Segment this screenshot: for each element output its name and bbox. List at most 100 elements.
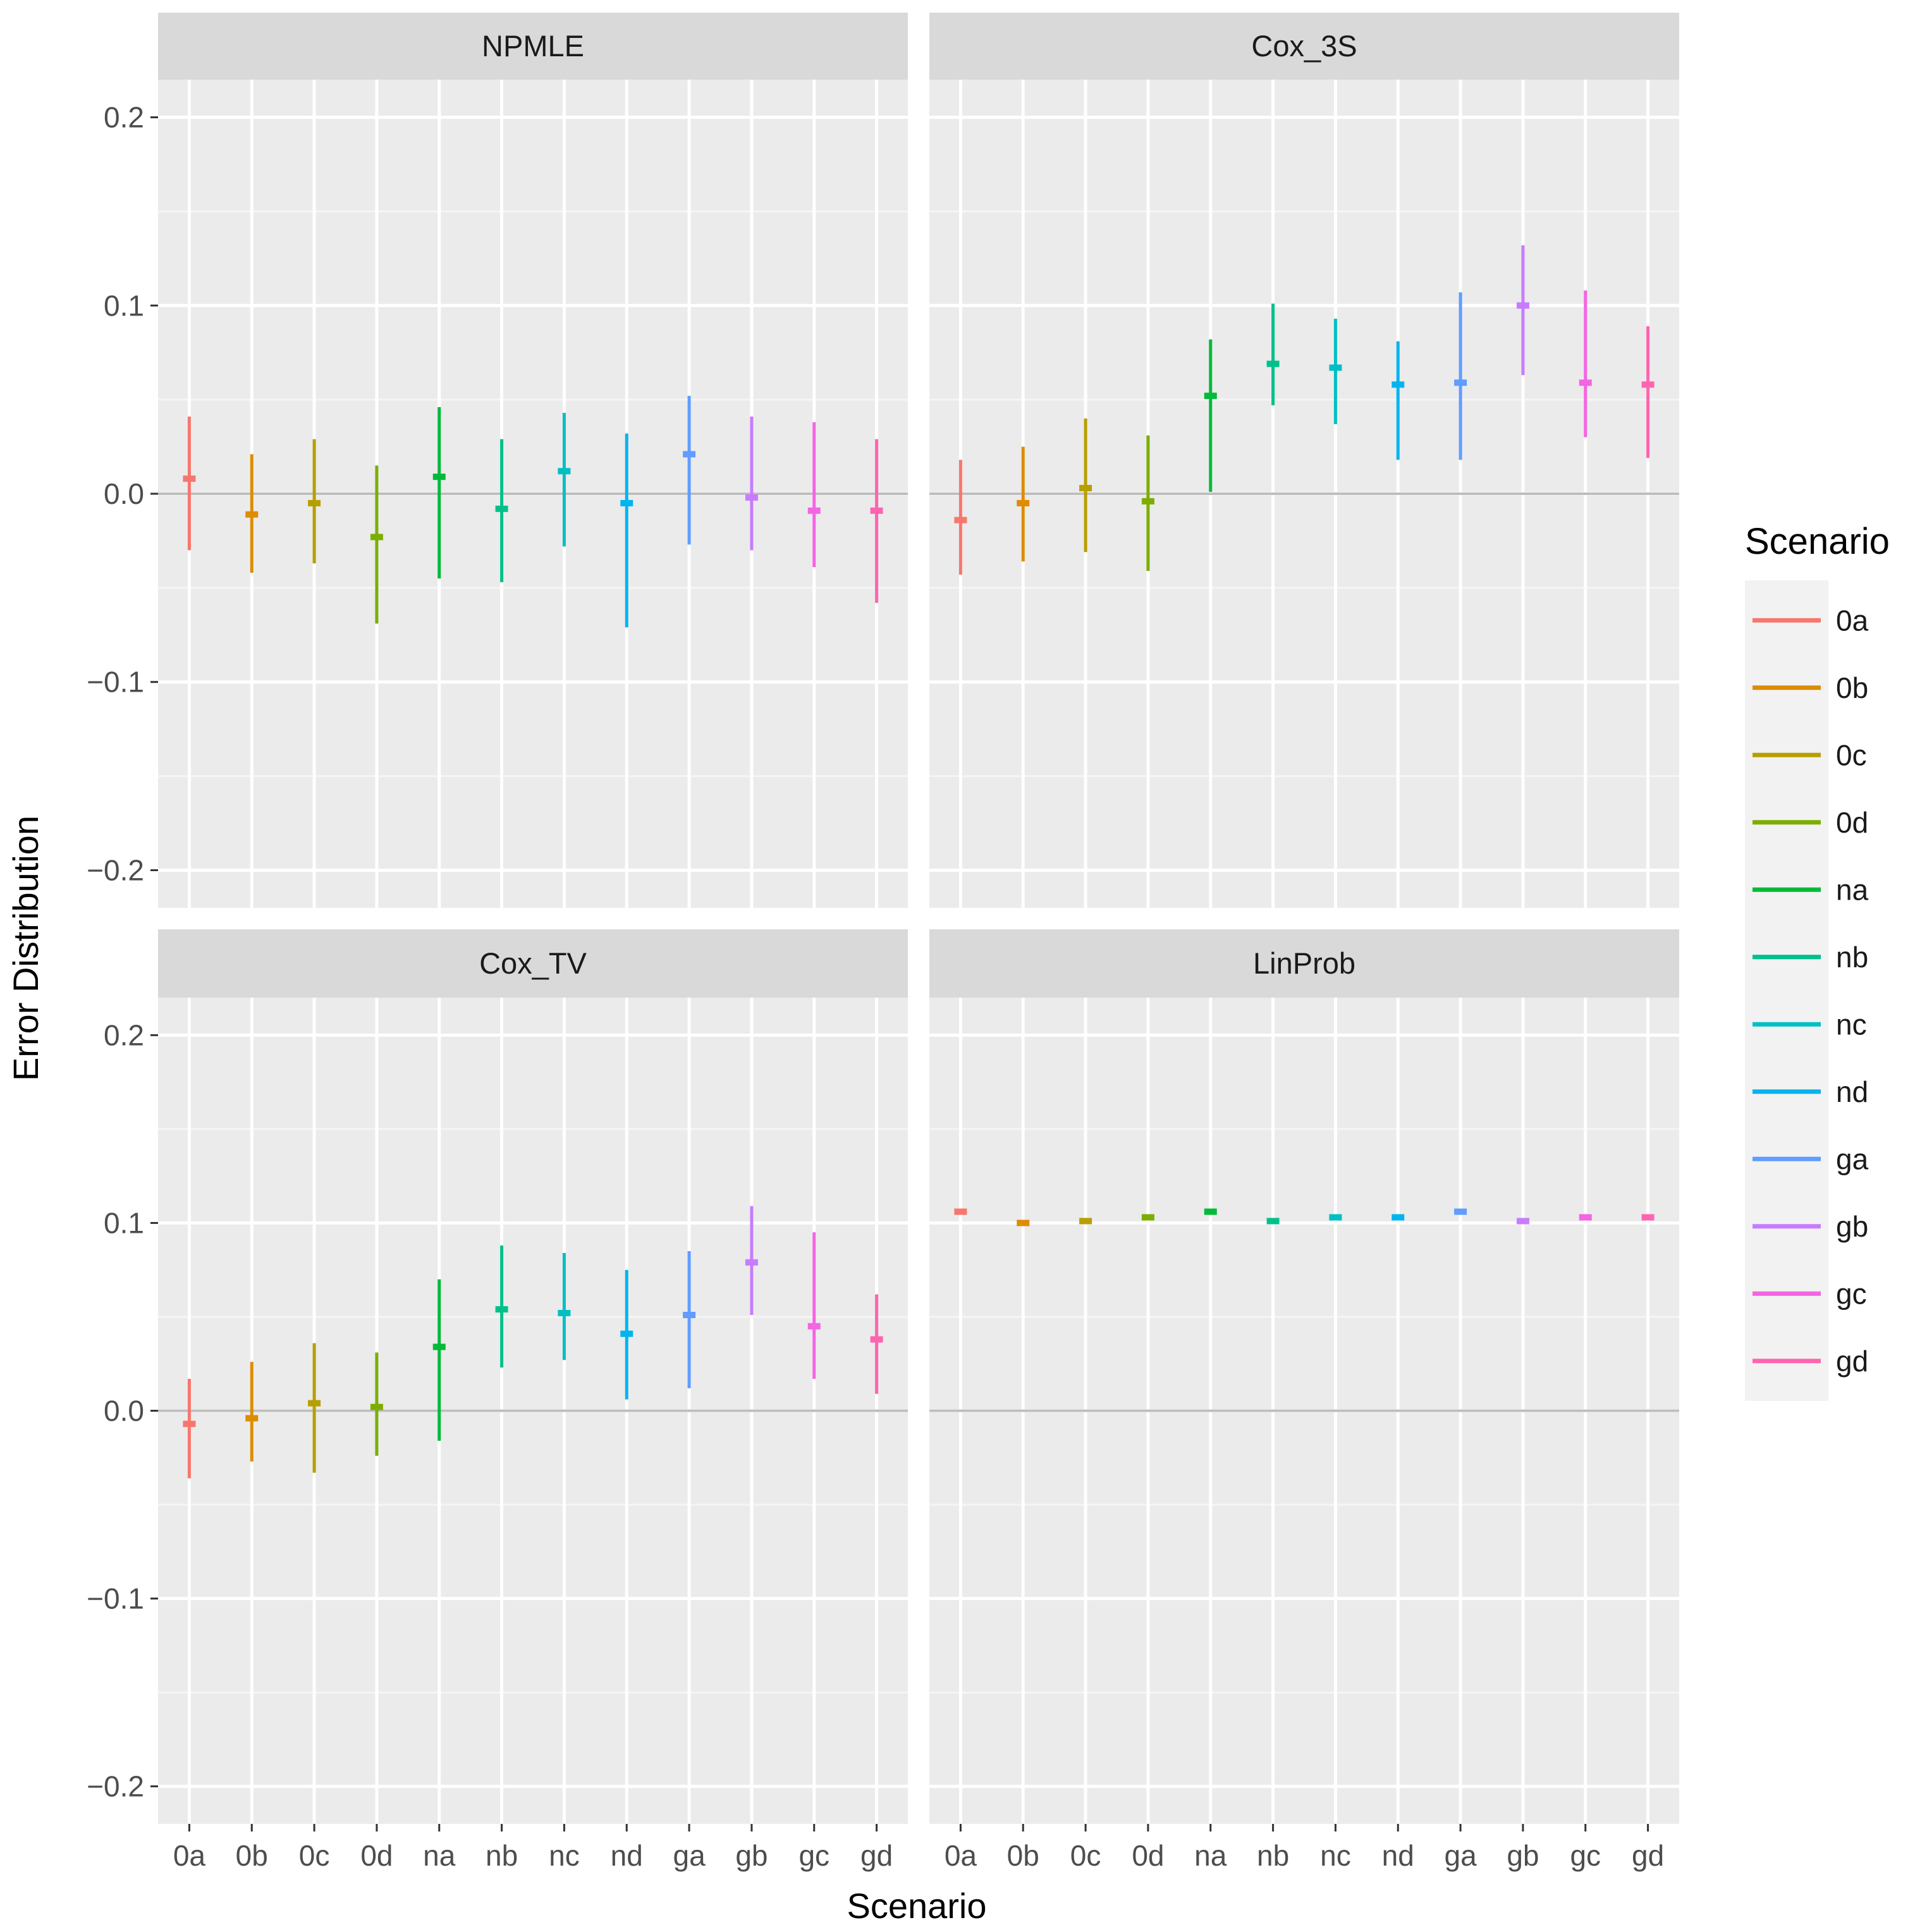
legend-label-gc: gc bbox=[1836, 1277, 1867, 1310]
point-estimate-ga bbox=[683, 451, 696, 458]
point-estimate-gc bbox=[807, 507, 821, 514]
x-tick-label: na bbox=[1194, 1839, 1227, 1872]
x-tick-label: nc bbox=[1320, 1839, 1351, 1872]
x-tick-label: na bbox=[423, 1839, 456, 1872]
point-estimate-0b bbox=[245, 1415, 259, 1422]
point-estimate-0b bbox=[1017, 1220, 1030, 1226]
point-estimate-nb bbox=[495, 505, 508, 512]
facet-strip-label: Cox_3S bbox=[1251, 29, 1357, 63]
point-estimate-na bbox=[1204, 393, 1217, 400]
y-tick-label: −0.2 bbox=[87, 1770, 144, 1803]
y-tick-label: 0.2 bbox=[104, 1018, 144, 1051]
facet-strip bbox=[158, 929, 908, 998]
x-tick-label: gb bbox=[735, 1839, 768, 1872]
x-tick-label: nc bbox=[549, 1839, 580, 1872]
point-estimate-gd bbox=[1641, 381, 1655, 388]
point-estimate-nd bbox=[1392, 1214, 1405, 1221]
panel-linprob: LinProb 0a 0b 0c 0d na nb nc nd ga gb gc gd bbox=[929, 929, 1679, 1872]
x-tick-label: gd bbox=[860, 1839, 893, 1872]
point-estimate-gd bbox=[1641, 1214, 1655, 1221]
point-estimate-gb bbox=[745, 1259, 758, 1266]
point-estimate-nb bbox=[1266, 360, 1280, 367]
facet-strip bbox=[929, 13, 1679, 80]
legend-label-0a: 0a bbox=[1836, 604, 1869, 637]
y-tick-label: 0.0 bbox=[104, 477, 144, 510]
point-estimate-ga bbox=[683, 1312, 696, 1319]
x-axis-title: Scenario bbox=[847, 1886, 986, 1926]
point-estimate-0c bbox=[1079, 485, 1092, 492]
x-tick-label: nb bbox=[1257, 1839, 1289, 1872]
point-estimate-ga bbox=[1454, 1208, 1467, 1215]
x-tick-label: 0b bbox=[1007, 1839, 1039, 1872]
legend: Scenario 0a 0b 0c 0d na nb nc nd ga gb gc gd bbox=[1745, 521, 1890, 1401]
x-tick-label: ga bbox=[1444, 1839, 1477, 1872]
point-estimate-nc bbox=[1329, 364, 1342, 371]
point-estimate-0d bbox=[1141, 1214, 1154, 1221]
panel-cox-tv: Cox_TV−0.2−0.10.00.10.20a 0b 0c 0d na nb nc nd g… bbox=[87, 929, 908, 1872]
x-tick-label: nd bbox=[1382, 1839, 1414, 1872]
x-tick-label: gd bbox=[1632, 1839, 1664, 1872]
legend-label-nc: nc bbox=[1836, 1008, 1867, 1041]
legend-label-0d: 0d bbox=[1836, 806, 1868, 839]
facet-strip-label: LinProb bbox=[1253, 946, 1355, 980]
x-tick-label: gc bbox=[1570, 1839, 1601, 1872]
facet-strip-label: Cox_TV bbox=[479, 946, 587, 980]
legend-label-gd: gd bbox=[1836, 1345, 1868, 1378]
point-estimate-gb bbox=[1516, 302, 1529, 309]
x-tick-label: 0c bbox=[1070, 1839, 1101, 1872]
point-estimate-0a bbox=[183, 475, 196, 482]
legend-label-na: na bbox=[1836, 873, 1869, 906]
point-estimate-0b bbox=[1017, 499, 1030, 506]
point-estimate-na bbox=[432, 1343, 446, 1350]
facet-strip bbox=[929, 929, 1679, 998]
x-tick-label: gb bbox=[1507, 1839, 1539, 1872]
legend-label-0c: 0c bbox=[1836, 738, 1867, 771]
legend-label-0b: 0b bbox=[1836, 671, 1868, 704]
point-estimate-nc bbox=[558, 468, 571, 475]
panel-npmle: NPMLE −0.2 −0.1 0.0 0.1 0.2 bbox=[87, 13, 908, 908]
point-estimate-na bbox=[1204, 1208, 1217, 1215]
point-estimate-gc bbox=[1579, 1214, 1592, 1221]
point-estimate-gb bbox=[1516, 1218, 1529, 1225]
point-estimate-0d bbox=[370, 534, 383, 541]
x-tick-label: gc bbox=[798, 1839, 829, 1872]
point-estimate-0c bbox=[308, 1400, 321, 1407]
point-estimate-0a bbox=[954, 1208, 967, 1215]
point-estimate-nd bbox=[620, 1330, 633, 1337]
point-estimate-gd bbox=[870, 1336, 883, 1343]
legend-label-nd: nd bbox=[1836, 1075, 1868, 1108]
point-estimate-nb bbox=[1266, 1218, 1280, 1225]
point-estimate-0c bbox=[308, 499, 321, 506]
point-estimate-na bbox=[432, 474, 446, 480]
legend-label-ga: ga bbox=[1836, 1142, 1869, 1175]
y-tick-label: −0.1 bbox=[87, 666, 144, 699]
point-estimate-gc bbox=[1579, 379, 1592, 386]
facet-strip bbox=[158, 13, 908, 80]
point-estimate-0a bbox=[954, 517, 967, 523]
x-tick-label: 0d bbox=[360, 1839, 393, 1872]
panels-layer: NPMLE −0.2 −0.1 0.0 0.1 0.2 Cox_3S Cox_TV −0.2 −0… bbox=[87, 13, 1679, 1872]
x-tick-label: 0a bbox=[173, 1839, 206, 1872]
point-estimate-0d bbox=[370, 1403, 383, 1410]
point-estimate-nc bbox=[1329, 1214, 1342, 1221]
legend-label-gb: gb bbox=[1836, 1210, 1868, 1243]
point-estimate-gd bbox=[870, 507, 883, 514]
point-estimate-0c bbox=[1079, 1218, 1092, 1225]
y-tick-label: 0.1 bbox=[104, 289, 144, 322]
y-tick-label: 0.2 bbox=[104, 101, 144, 134]
point-estimate-nb bbox=[495, 1306, 508, 1313]
point-estimate-0a bbox=[183, 1421, 196, 1428]
legend-label-nb: nb bbox=[1836, 941, 1868, 974]
point-estimate-nd bbox=[1392, 381, 1405, 388]
point-estimate-ga bbox=[1454, 379, 1467, 386]
point-estimate-nc bbox=[558, 1310, 571, 1317]
legend-title: Scenario bbox=[1745, 521, 1890, 562]
x-tick-label: 0b bbox=[236, 1839, 268, 1872]
point-estimate-0b bbox=[245, 511, 259, 518]
point-estimate-0d bbox=[1141, 498, 1154, 504]
y-tick-label: 0.0 bbox=[104, 1395, 144, 1428]
x-tick-label: nd bbox=[611, 1839, 643, 1872]
legend-key-background bbox=[1745, 580, 1828, 1401]
y-axis-title: Error Distribution bbox=[6, 816, 46, 1081]
